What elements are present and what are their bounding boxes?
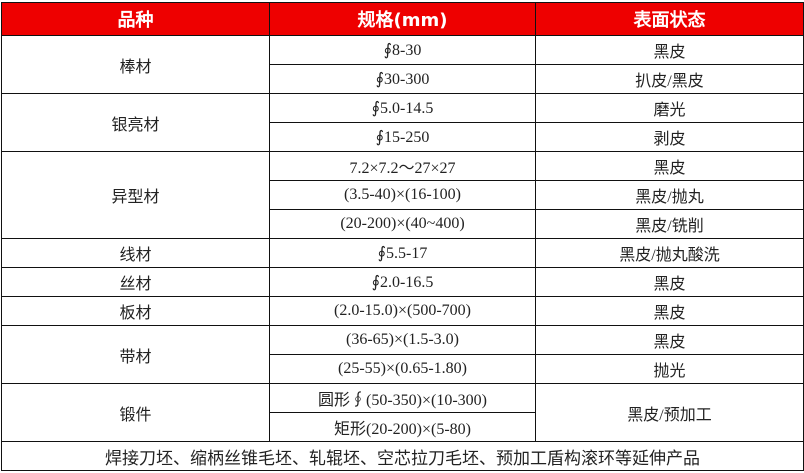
variety-cell: 银亮材 xyxy=(1,93,270,152)
header-surface: 表面状态 xyxy=(535,2,804,36)
table-row: 银亮材 ∮5.0-14.5 磨光 xyxy=(1,93,804,152)
table-row: (3.5-40)×(16-100) 黑皮/抛丸 xyxy=(2,180,804,210)
spec-cell: (20-200)×(40~400) xyxy=(269,209,536,239)
spec-cell: 7.2×7.2～27×27 xyxy=(269,151,536,181)
variety-cell: 板材 xyxy=(1,296,270,326)
table-row: 矩形(20-200)×(5-80) xyxy=(2,412,804,442)
surface-cell: 黑皮 xyxy=(535,267,804,297)
table-row: (20-200)×(40~400) 黑皮/铣削 xyxy=(2,209,804,239)
table-row: 带材 (36-65)×(1.5-3.0) 黑皮 xyxy=(1,325,804,384)
table-row: ∮30-300 扒皮/黑皮 xyxy=(2,64,804,94)
table-row: 丝材 ∮2.0-16.5 黑皮 xyxy=(1,267,804,297)
spec-cell: ∮30-300 xyxy=(269,64,536,94)
surface-cell: 黑皮/抛丸酸洗 xyxy=(535,238,804,268)
spec-cell: ∮8-30 xyxy=(269,35,536,65)
variety-cell: 丝材 xyxy=(1,267,270,297)
spec-cell: (3.5-40)×(16-100) xyxy=(269,180,536,210)
spec-cell: (25-55)×(0.65-1.80) xyxy=(269,354,536,384)
surface-cell: 剥皮 xyxy=(535,122,804,152)
spec-cell: ∮5.5-17 xyxy=(269,238,536,268)
spec-cell: 圆形∮(50-350)×(10-300) xyxy=(269,383,536,413)
header-spec: 规格(mm) xyxy=(269,2,536,36)
spec-cell: ∮5.0-14.5 xyxy=(269,93,536,123)
table-row: (25-55)×(0.65-1.80) 抛光 xyxy=(2,354,804,384)
extended-products-note: 焊接刀坯、缩柄丝锥毛坯、轧辊坯、空芯拉刀毛坯、预加工盾构滚环等延伸产品 xyxy=(1,441,804,471)
variety-cell: 棒材 xyxy=(1,35,270,94)
variety-cell: 带材 xyxy=(1,325,270,384)
table-row: ∮15-250 剥皮 xyxy=(2,122,804,152)
surface-cell: 黑皮 xyxy=(535,325,804,355)
table-row: 板材 (2.0-15.0)×(500-700) 黑皮 xyxy=(1,296,804,326)
surface-cell: 扒皮/黑皮 xyxy=(535,64,804,94)
table-row: 线材 ∮5.5-17 黑皮/抛丸酸洗 xyxy=(1,238,804,268)
spec-cell: (2.0-15.0)×(500-700) xyxy=(269,296,536,326)
table-row: 异型材 7.2×7.2～27×27 黑皮 xyxy=(1,151,804,239)
surface-cell: 黑皮/预加工 xyxy=(535,383,804,442)
header-row: 品种 规格(mm) 表面状态 xyxy=(1,2,804,36)
variety-cell: 异型材 xyxy=(1,151,270,239)
surface-cell: 磨光 xyxy=(535,93,804,123)
table-body: 棒材 ∮8-30 黑皮 ∮30-300 扒皮/黑皮 银亮材 ∮5.0-14.5 磨光 ∮15-2… xyxy=(1,35,804,471)
footer-row: 焊接刀坯、缩柄丝锥毛坯、轧辊坯、空芯拉刀毛坯、预加工盾构滚环等延伸产品 xyxy=(1,441,804,471)
spec-cell: 矩形(20-200)×(5-80) xyxy=(269,412,536,442)
surface-cell: 黑皮 xyxy=(535,296,804,326)
table-row: 锻件 圆形∮(50-350)×(10-300) 黑皮/预加工 xyxy=(1,383,804,442)
surface-cell: 黑皮/铣削 xyxy=(535,209,804,239)
variety-cell: 锻件 xyxy=(1,383,270,442)
surface-cell: 黑皮 xyxy=(535,151,804,181)
surface-cell: 黑皮/抛丸 xyxy=(535,180,804,210)
spec-cell: ∮2.0-16.5 xyxy=(269,267,536,297)
spec-cell: (36-65)×(1.5-3.0) xyxy=(269,325,536,355)
surface-cell: 抛光 xyxy=(535,354,804,384)
surface-cell: 黑皮 xyxy=(535,35,804,65)
spec-cell: ∮15-250 xyxy=(269,122,536,152)
variety-cell: 线材 xyxy=(1,238,270,268)
header-variety: 品种 xyxy=(1,2,270,36)
table-row: 棒材 ∮8-30 黑皮 xyxy=(1,35,804,94)
